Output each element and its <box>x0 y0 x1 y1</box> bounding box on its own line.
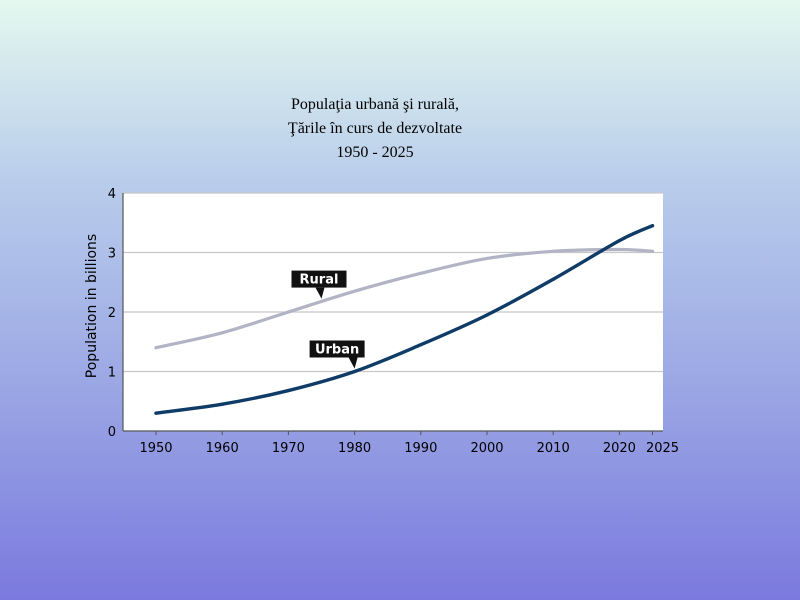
x-tick-labels: 1950 1960 1970 1980 1990 2000 2010 2020 2025 <box>139 441 679 456</box>
callout-box-urban <box>309 340 365 358</box>
data-point-rural-2025 <box>650 249 655 253</box>
data-point-urban-1990 <box>419 343 423 347</box>
data-point-rural-1970 <box>286 310 290 314</box>
y-tick-labels: 0 1 2 3 4 <box>108 187 116 440</box>
y-tick-label-1: 1 <box>108 366 116 381</box>
callout-label-urban: Urban <box>315 343 359 358</box>
data-point-rural-1990 <box>419 271 423 275</box>
title-line-3: 1950 - 2025 <box>336 144 414 161</box>
callout-urban: Urban <box>309 340 365 369</box>
y-tick-label-2: 2 <box>108 306 116 321</box>
data-point-rural-2020 <box>617 247 622 252</box>
callout-label-rural: Rural <box>300 273 339 288</box>
data-point-rural-2000 <box>485 256 489 261</box>
y-tick-label-0: 0 <box>108 425 116 440</box>
x-tick-label-2010: 2010 <box>537 441 570 456</box>
data-point-rural-1960 <box>220 331 224 335</box>
chart-title: Populaţia urbană şi rurală, Ţările în cu… <box>0 93 750 165</box>
title-line-1: Populaţia urbană şi rurală, <box>291 96 459 113</box>
x-tick-label-1950: 1950 <box>139 441 172 456</box>
title-line-2: Ţările în curs de dezvoltate <box>287 120 463 137</box>
x-tick-label-1970: 1970 <box>272 441 305 456</box>
data-point-urban-1980 <box>353 369 357 374</box>
series-lines <box>154 224 655 415</box>
x-tick-label-1990: 1990 <box>404 441 437 456</box>
series-callouts: Rural Urban <box>291 270 365 369</box>
data-point-rural-2010 <box>551 249 555 253</box>
x-tick-label-2000: 2000 <box>470 441 503 456</box>
axes <box>122 193 663 435</box>
data-point-rural-1980 <box>353 289 357 293</box>
data-point-urban-2020 <box>617 239 622 243</box>
data-point-urban-2000 <box>485 313 489 317</box>
data-point-rural-1950 <box>154 346 158 350</box>
x-tick-label-1960: 1960 <box>206 441 239 456</box>
data-point-urban-2025 <box>650 224 655 228</box>
data-point-urban-1970 <box>286 388 290 393</box>
callout-pointer-urban <box>348 357 358 369</box>
x-tick-label-1980: 1980 <box>338 441 371 456</box>
grid-lines <box>123 192 663 373</box>
callout-rural: Rural <box>291 270 347 299</box>
x-tick-label-2020: 2020 <box>603 441 636 456</box>
data-point-urban-1960 <box>220 402 224 406</box>
callout-box-rural <box>291 270 347 288</box>
data-point-urban-1950 <box>154 411 158 415</box>
y-tick-label-3: 3 <box>108 247 116 262</box>
y-tick-label-4: 4 <box>108 187 116 202</box>
data-point-urban-2010 <box>551 277 555 281</box>
y-axis-label: Population in billions <box>84 234 100 378</box>
x-tick-label-2025: 2025 <box>646 441 679 456</box>
callout-pointer-rural <box>315 287 325 299</box>
